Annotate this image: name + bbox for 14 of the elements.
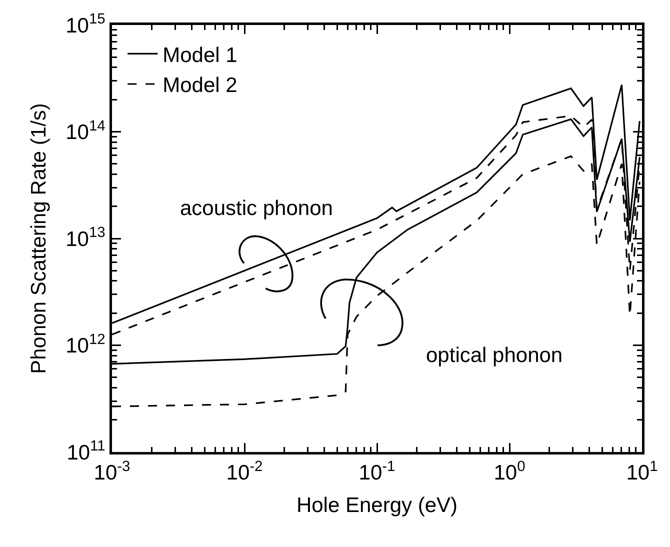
y-tick-label: 10$^{13}$: [66, 225, 106, 251]
y-tick-label: 10$^{12}$: [66, 332, 106, 358]
y-tick-label: 10$^{14}$: [66, 118, 106, 144]
x-tick-label: 10$^{-2}$: [226, 458, 263, 485]
annotation: acoustic phonon: [180, 197, 333, 220]
y-axis-title: Phonon Scattering Rate (1/s): [27, 103, 50, 374]
y-tick-label: 10$^{15}$: [66, 12, 106, 38]
x-axis-title: Hole Energy (eV): [296, 494, 458, 518]
legend-label: Model 2: [162, 74, 238, 98]
x-tick-label: 10$^{0}$: [494, 458, 526, 485]
x-tick-label: 10$^{-1}$: [358, 458, 396, 485]
x-tick-label: 10$^{1}$: [626, 458, 658, 485]
annotation: optical phonon: [426, 344, 563, 367]
legend-label: Model 1: [162, 44, 238, 67]
